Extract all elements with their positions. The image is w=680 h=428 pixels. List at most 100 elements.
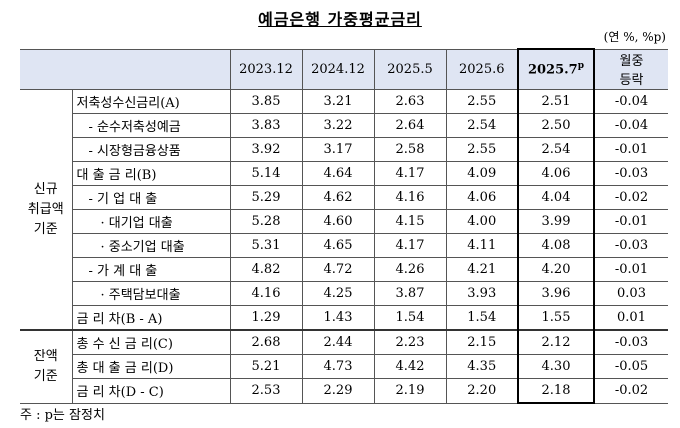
data-row: · 중소기업 대출 5.31 4.65 4.17 4.11 4.08 -0.03 [20,233,668,258]
data-row: - 기 업 대 출 5.29 4.62 4.16 4.06 4.04 -0.02 [20,185,668,210]
cell-value: 5.21 [229,354,303,379]
group-label-line: 기준 [33,368,58,384]
cell-value: -0.04 [593,89,668,114]
data-row: 총 대 출 금 리(D) 5.21 4.73 4.42 4.35 4.30 -0.05 [20,354,668,379]
column-header: 2024.12 [301,48,375,90]
row-label: · 대기업 대출 [72,209,231,234]
cell-value: 4.06 [517,161,595,186]
cell-value: 2.50 [517,113,595,138]
cell-value: 5.29 [229,185,303,210]
data-row: - 시장형금융상품 3.92 3.17 2.58 2.55 2.54 -0.01 [20,137,668,162]
cell-value: 4.73 [301,354,375,379]
column-header: 2025.5 [373,48,447,90]
cell-value: 3.22 [301,113,375,138]
cell-value: -0.03 [593,161,668,186]
cell-value: 2.54 [445,113,519,138]
row-label: 금 리 차(B - A) [72,305,231,331]
data-row: · 대기업 대출 5.28 4.60 4.15 4.00 3.99 -0.01 [20,209,668,234]
column-header-text: 2023.12 [239,61,293,77]
cell-value: -0.01 [593,257,668,282]
cell-value: 5.28 [229,209,303,234]
cell-value: 2.64 [373,113,447,138]
cell-value: 4.26 [373,257,447,282]
cell-value: 4.04 [517,185,595,210]
cell-value: 4.21 [445,257,519,282]
group-label: 잔액 기준 [20,329,73,404]
column-header-line: 등락 [619,73,644,89]
cell-value: 2.23 [373,329,447,355]
cell-value: 2.15 [445,329,519,355]
group-label-line: 신규 [33,181,58,197]
title: 예금은행 가중평균금리 [258,10,422,29]
cell-value: 4.09 [445,161,519,186]
row-label: - 시장형금융상품 [72,137,231,162]
cell-value: 1.43 [301,305,375,331]
cell-value: -0.01 [593,137,668,162]
cell-value: 4.16 [229,281,303,306]
data-row: 잔액 기준 총 수 신 금 리(C) 2.68 2.44 2.23 2.15 2.12 -0.0… [20,329,668,404]
cell-value: 3.21 [301,89,375,114]
cell-value: 4.82 [229,257,303,282]
cell-value: 4.00 [445,209,519,234]
cell-value: 0.03 [593,281,668,306]
cell-value: 2.18 [517,378,595,404]
row-label: 총 대 출 금 리(D) [72,354,231,379]
row-label: 대 출 금 리(B) [72,161,231,186]
data-row: · 주택담보대출 4.16 4.25 3.87 3.93 3.96 0.03 [20,281,668,306]
cell-value: 4.16 [373,185,447,210]
cell-value: 4.20 [517,257,595,282]
data-row: 금 리 차(B - A) 1.29 1.43 1.54 1.54 1.55 0.01 [20,305,668,331]
cell-value: -0.03 [593,233,668,258]
cell-value: 5.31 [229,233,303,258]
column-header-line: 월중 [619,54,644,70]
cell-value: 4.72 [301,257,375,282]
header-corner [20,48,231,90]
footnote: 주 : p는 잠정치 [20,408,105,423]
cell-value: 2.19 [373,378,447,404]
cell-value: 3.85 [229,89,303,114]
row-label: 금 리 차(D - C) [72,378,231,404]
cell-value: 4.60 [301,209,375,234]
cell-value: 4.17 [373,233,447,258]
cell-value: 3.99 [517,209,595,234]
cell-value: 2.44 [301,329,375,355]
cell-value: 4.11 [445,233,519,258]
data-row: - 순수저축성예금 3.83 3.22 2.64 2.54 2.50 -0.04 [20,113,668,138]
row-label: - 순수저축성예금 [72,113,231,138]
unit: (연 %, %p) [603,30,666,44]
group-label-line: 취급액 [27,201,64,217]
cell-value: 2.29 [301,378,375,404]
cell-value: 3.87 [373,281,447,306]
column-header-text: 2025.6 [459,61,505,77]
cell-value: 3.96 [517,281,595,306]
row-label: - 가 계 대 출 [72,257,231,282]
column-header-text: 2024.12 [311,61,365,77]
column-header-sup: p [577,61,585,72]
cell-value: -0.04 [593,113,668,138]
cell-value: 2.20 [445,378,519,404]
cell-value: 3.92 [229,137,303,162]
column-header: 2025.6 [445,48,519,90]
cell-value: -0.02 [593,185,668,210]
cell-value: 2.51 [517,89,595,114]
cell-value: 1.55 [517,305,595,331]
cell-value: 4.64 [301,161,375,186]
cell-value: 4.15 [373,209,447,234]
cell-value: 4.25 [301,281,375,306]
group-label-line: 기준 [33,221,58,237]
column-header: 2023.12 [229,48,303,90]
cell-value: 4.42 [373,354,447,379]
cell-value: 3.17 [301,137,375,162]
cell-value: 4.62 [301,185,375,210]
data-row: 신규 취급액 기준 저축성수신금리(A) 3.85 3.21 2.63 2.55 2.51 -0.… [20,89,668,331]
cell-value: 1.54 [373,305,447,331]
data-row: - 가 계 대 출 4.82 4.72 4.26 4.21 4.20 -0.01 [20,257,668,282]
cell-value: 2.55 [445,89,519,114]
cell-value: 1.29 [229,305,303,331]
data-row: 대 출 금 리(B) 5.14 4.64 4.17 4.09 4.06 -0.03 [20,161,668,186]
row-label: 총 수 신 금 리(C) [71,329,231,355]
header-row: 2023.12 2024.12 2025.5 2025.6 2025.7p 월중 등락 [20,48,668,90]
row-label: 저축성수신금리(A) [71,89,231,114]
